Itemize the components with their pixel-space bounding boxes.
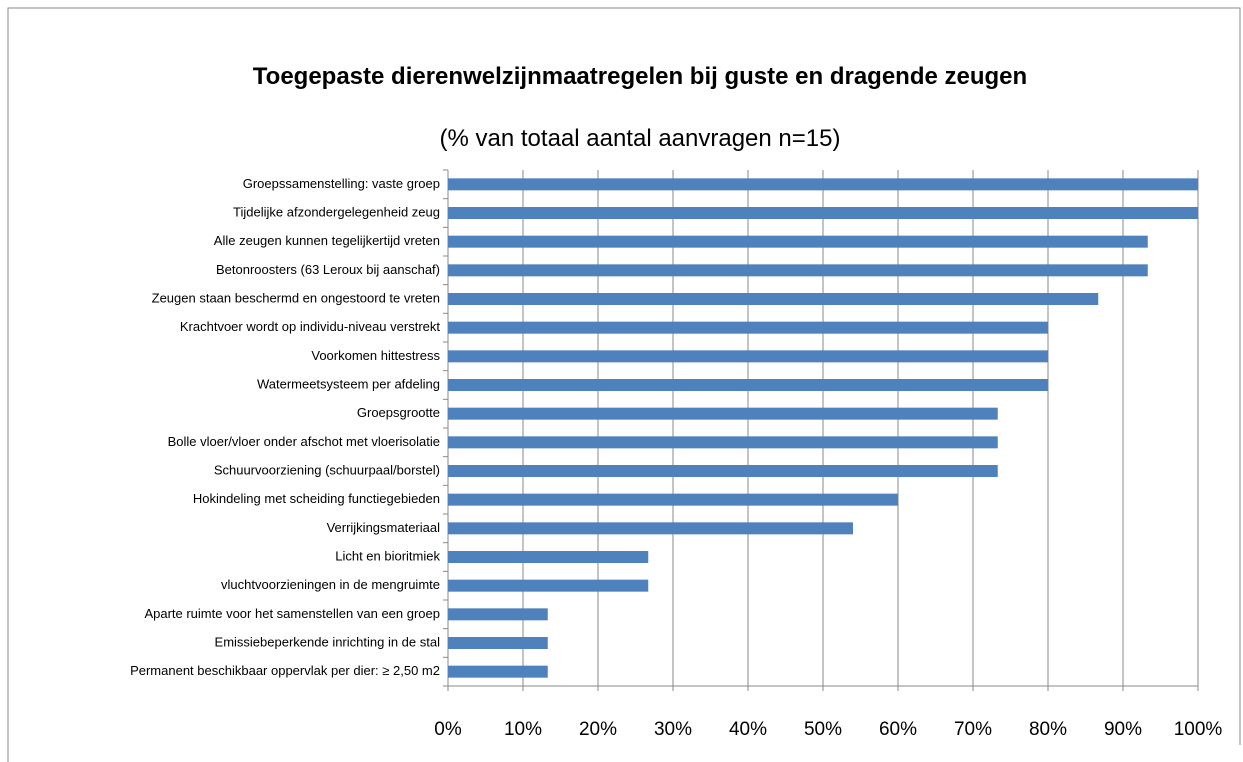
y-tick-label: Licht en bioritmiek <box>335 548 440 563</box>
x-tick-label: 20% <box>579 719 617 740</box>
bar <box>448 178 1198 191</box>
y-tick-label: Tijdelijke afzondergelegenheid zeug <box>233 204 440 219</box>
y-tick-label: Permanent beschikbaar oppervlak per dier… <box>130 663 440 678</box>
bar <box>448 350 1048 363</box>
bar <box>448 637 548 649</box>
bar <box>448 551 649 563</box>
bar <box>448 436 998 449</box>
bar <box>448 465 998 477</box>
y-tick-label: Verrijkingsmateriaal <box>327 520 441 535</box>
bar <box>448 493 898 506</box>
y-tick-label: Groepssamenstelling: vaste groep <box>243 176 440 191</box>
y-tick-label: Alle zeugen kunnen tegelijkertijd vreten <box>214 233 440 248</box>
y-tick-label: Schuurvoorziening (schuurpaal/borstel) <box>214 462 440 477</box>
x-tick-label: 60% <box>879 719 917 740</box>
bar <box>448 665 548 678</box>
y-tick-label: Watermeetsysteem per afdeling <box>257 376 440 391</box>
bar <box>448 293 1099 305</box>
x-tick-label: 90% <box>1104 719 1142 740</box>
y-tick-label: Bolle vloer/vloer onder afschot met vloe… <box>168 434 440 449</box>
y-tick-label: Krachtvoer wordt op individu-niveau vers… <box>180 319 441 334</box>
x-tick-label: 10% <box>504 719 542 740</box>
x-tick-label: 100% <box>1174 719 1223 740</box>
bar <box>448 264 1148 277</box>
x-tick-label: 70% <box>954 719 992 740</box>
bar <box>448 235 1148 248</box>
y-tick-label: Hokindeling met scheiding functiegebiede… <box>193 491 440 506</box>
bar <box>448 579 649 592</box>
y-tick-label: Betonroosters (63 Leroux bij aanschaf) <box>216 262 440 277</box>
chart-subtitle: (% van totaal aantal aanvragen n=15) <box>439 125 841 152</box>
x-tick-label: 30% <box>654 719 692 740</box>
y-tick-label: Emissiebeperkende inrichting in de stal <box>215 634 441 649</box>
x-tick-label: 50% <box>804 719 842 740</box>
y-tick-label: Groepsgrootte <box>357 405 440 420</box>
bar <box>448 207 1198 219</box>
x-tick-label: 80% <box>1029 719 1067 740</box>
y-tick-label: Zeugen staan beschermd en ongestoord te … <box>152 290 440 305</box>
bar <box>448 522 853 535</box>
bar <box>448 407 998 420</box>
chart-frame <box>7 7 1241 762</box>
y-tick-label: Aparte ruimte voor het samenstellen van … <box>144 606 440 621</box>
bar <box>448 321 1048 334</box>
x-tick-label: 40% <box>729 719 767 740</box>
y-tick-label: vluchtvoorzieningen in de mengruimte <box>221 577 440 592</box>
bar <box>448 379 1048 391</box>
y-tick-label: Voorkomen hittestress <box>311 348 440 363</box>
x-tick-label: 0% <box>434 719 462 740</box>
bar <box>448 608 548 621</box>
chart-title: Toegepaste dierenwelzijnmaatregelen bij … <box>252 63 1028 90</box>
